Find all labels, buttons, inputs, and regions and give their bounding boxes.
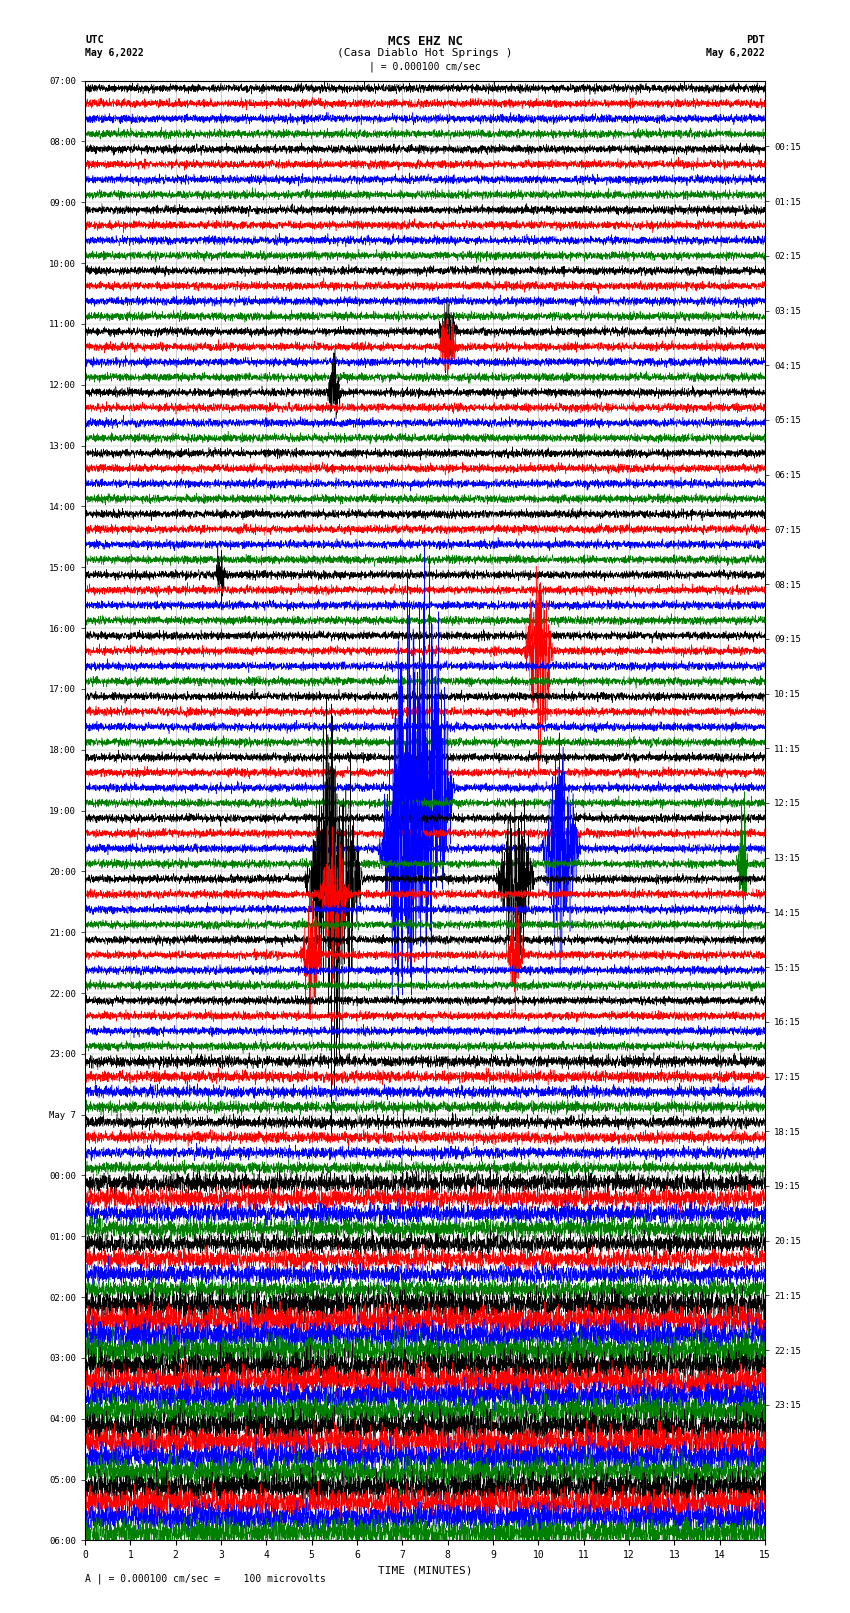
- Text: May 6,2022: May 6,2022: [706, 48, 765, 58]
- Text: PDT: PDT: [746, 35, 765, 45]
- Text: UTC: UTC: [85, 35, 104, 45]
- Text: May 6,2022: May 6,2022: [85, 48, 144, 58]
- Text: MCS EHZ NC: MCS EHZ NC: [388, 35, 462, 48]
- X-axis label: TIME (MINUTES): TIME (MINUTES): [377, 1566, 473, 1576]
- Text: | = 0.000100 cm/sec: | = 0.000100 cm/sec: [369, 61, 481, 73]
- Text: A | = 0.000100 cm/sec =    100 microvolts: A | = 0.000100 cm/sec = 100 microvolts: [85, 1573, 326, 1584]
- Text: (Casa Diablo Hot Springs ): (Casa Diablo Hot Springs ): [337, 48, 513, 58]
